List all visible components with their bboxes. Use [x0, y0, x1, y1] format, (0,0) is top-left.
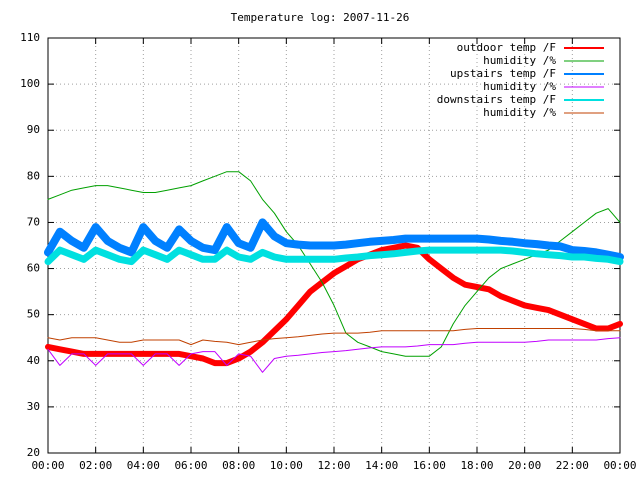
series-line	[47, 171, 621, 357]
series-line	[45, 242, 623, 367]
x-tick-label: 04:00	[127, 459, 160, 472]
x-tick-label: 18:00	[460, 459, 493, 472]
x-tick-label: 02:00	[79, 459, 112, 472]
series-line	[44, 218, 624, 261]
legend-label: humidity /%	[483, 106, 556, 119]
x-tick-label: 20:00	[508, 459, 541, 472]
y-tick-label: 110	[20, 31, 40, 44]
y-tick-label: 70	[27, 215, 40, 228]
x-tick-label: 00:00	[603, 459, 636, 472]
legend-label: humidity /%	[483, 80, 556, 93]
y-tick-label: 60	[27, 262, 40, 275]
x-tick-label: 00:00	[31, 459, 64, 472]
x-tick-label: 14:00	[365, 459, 398, 472]
y-tick-label: 30	[27, 400, 40, 413]
series-line	[44, 246, 624, 266]
x-tick-label: 12:00	[317, 459, 350, 472]
x-tick-label: 22:00	[556, 459, 589, 472]
x-tick-label: 06:00	[174, 459, 207, 472]
legend-label: humidity /%	[483, 54, 556, 67]
x-tick-label: 16:00	[413, 459, 446, 472]
x-tick-label: 08:00	[222, 459, 255, 472]
legend-label: outdoor temp /F	[457, 41, 556, 54]
series-line	[47, 328, 621, 346]
series-line	[47, 337, 621, 373]
y-tick-label: 50	[27, 308, 40, 321]
chart-title: Temperature log: 2007-11-26	[231, 11, 410, 24]
legend-label: downstairs temp /F	[437, 93, 556, 106]
legend-label: upstairs temp /F	[450, 67, 556, 80]
y-tick-label: 90	[27, 123, 40, 136]
y-tick-label: 40	[27, 354, 40, 367]
y-tick-label: 20	[27, 446, 40, 459]
x-tick-label: 10:00	[270, 459, 303, 472]
y-tick-label: 80	[27, 169, 40, 182]
y-tick-label: 100	[20, 77, 40, 90]
